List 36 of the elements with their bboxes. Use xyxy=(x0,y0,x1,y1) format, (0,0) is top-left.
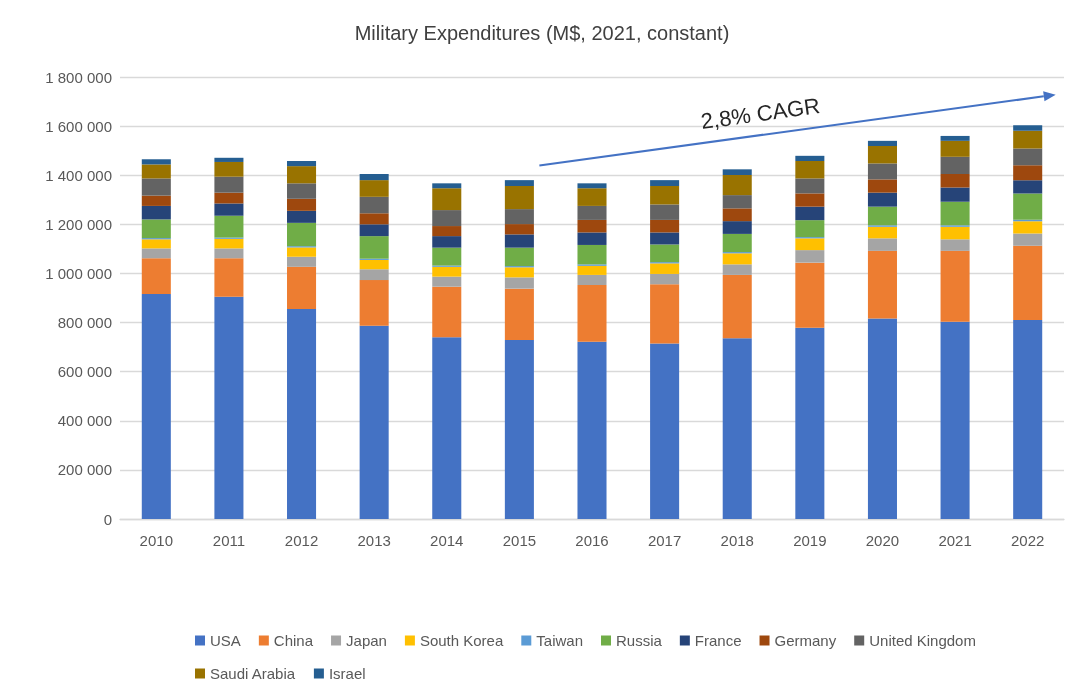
annotation: 2,8% CAGR xyxy=(699,93,822,135)
legend-label: Japan xyxy=(346,632,387,649)
legend-label: USA xyxy=(210,632,241,649)
y-tick-label: 1 200 000 xyxy=(45,215,112,233)
x-tick-label: 2017 xyxy=(647,532,682,549)
x-tick-label: 2020 xyxy=(865,532,900,549)
y-tick-label: 800 000 xyxy=(57,314,112,332)
legend-label: South Korea xyxy=(419,632,504,649)
x-tick-label: 2010 xyxy=(139,532,173,549)
chart-title: Military Expenditures (M$, 2021, constant) xyxy=(354,22,730,44)
x-tick-label: 2014 xyxy=(430,532,464,549)
legend-label: France xyxy=(694,632,742,649)
x-tick-label: 2013 xyxy=(357,532,391,549)
y-tick-label: 1 800 000 xyxy=(45,68,112,86)
x-tick-label: 2015 xyxy=(502,532,537,549)
x-tick-label: 2011 xyxy=(212,532,246,549)
x-tick-label: 2022 xyxy=(1011,532,1045,549)
y-tick-label: 0 xyxy=(103,510,112,528)
y-tick-label: 1 400 000 xyxy=(45,166,112,184)
legend-label: Taiwan xyxy=(536,632,583,649)
y-tick-label: 400 000 xyxy=(57,412,112,430)
y-tick-label: 1 600 000 xyxy=(45,117,112,135)
legend-label: China xyxy=(273,632,314,649)
legend-label: United Kingdom xyxy=(869,632,976,649)
y-tick-label: 1 000 000 xyxy=(45,264,112,282)
y-tick-label: 600 000 xyxy=(57,363,112,381)
x-tick-label: 2018 xyxy=(720,532,754,549)
y-tick-label: 200 000 xyxy=(57,461,112,479)
x-tick-label: 2019 xyxy=(793,532,827,549)
legend-label: Saudi Arabia xyxy=(210,665,296,682)
legend-label: Russia xyxy=(615,632,663,649)
x-tick-label: 2012 xyxy=(284,532,319,549)
legend-label: Germany xyxy=(774,632,837,649)
x-tick-label: 2021 xyxy=(938,532,972,549)
legend-label: Israel xyxy=(328,665,366,682)
x-tick-label: 2016 xyxy=(575,532,609,549)
